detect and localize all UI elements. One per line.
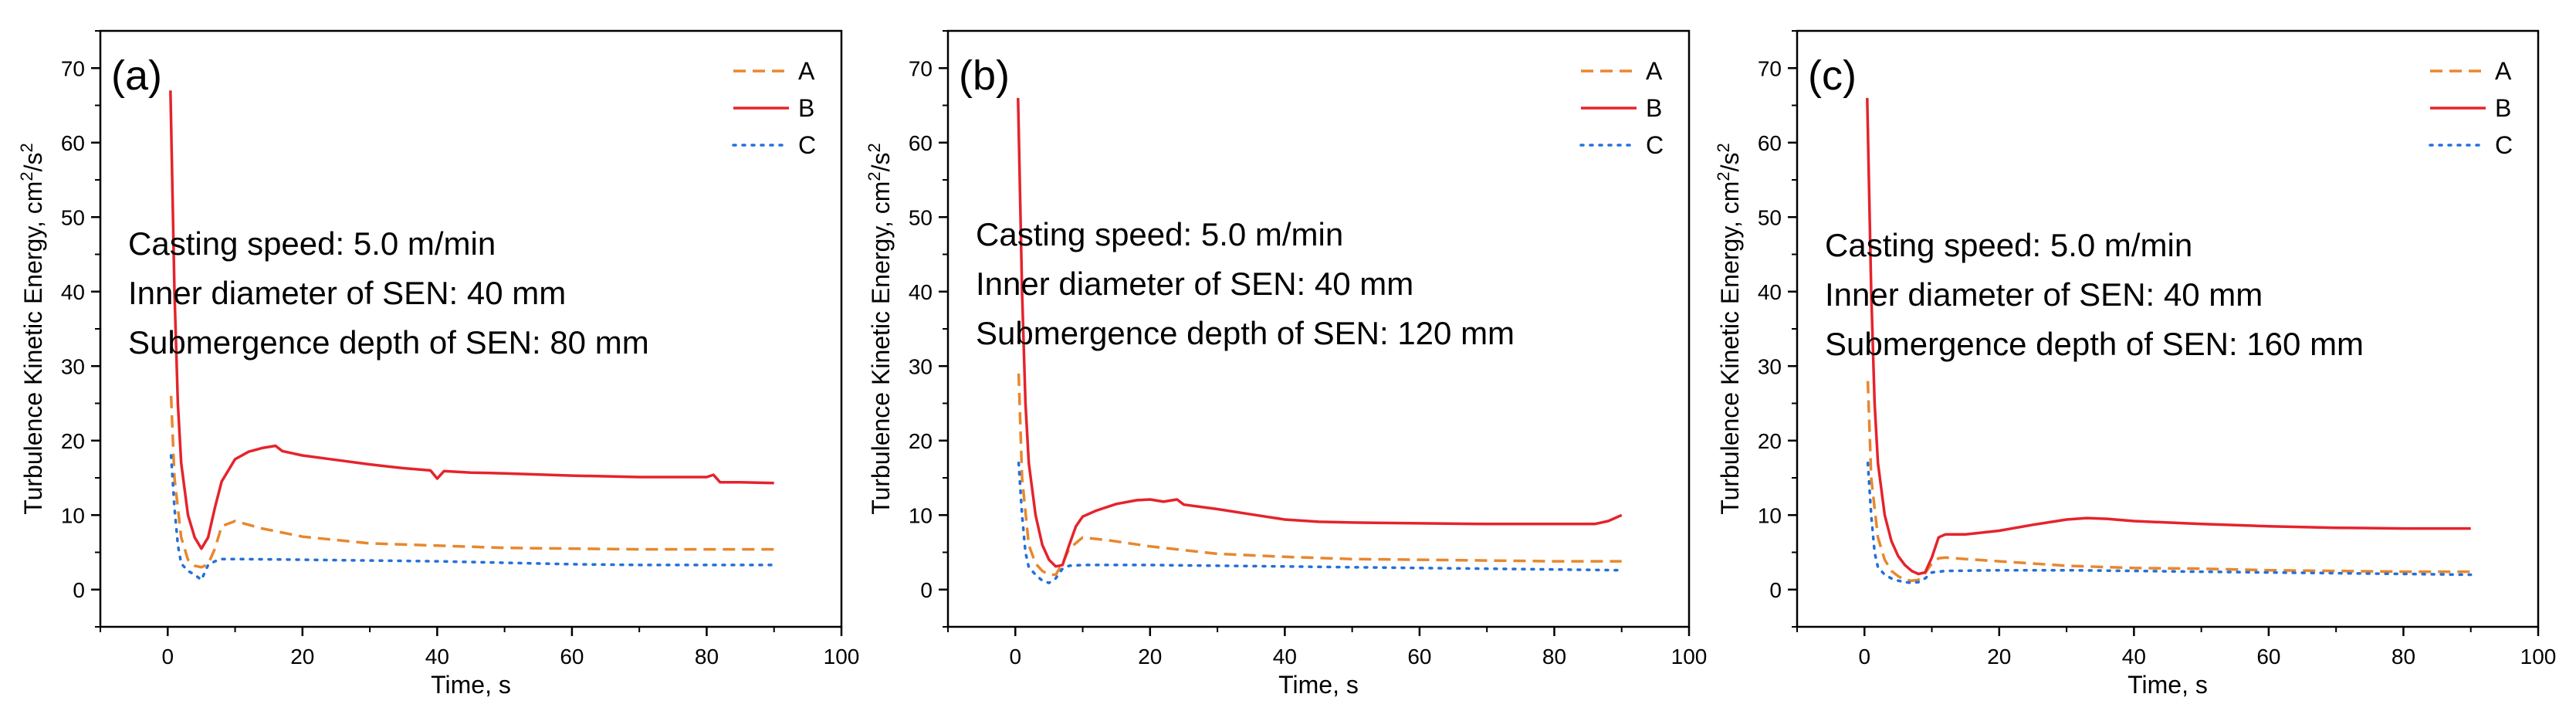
legend-label-b: B	[1646, 94, 1662, 122]
y-tick-label: 60	[61, 131, 85, 155]
x-tick-label: 60	[2256, 645, 2280, 669]
panel-label: (b)	[959, 52, 1010, 99]
y-tick-label: 10	[61, 503, 85, 527]
y-axis-label-superscript: 2	[1714, 143, 1733, 152]
x-tick-label: 40	[2122, 645, 2146, 669]
y-tick-label: 40	[1758, 280, 1782, 304]
annotation-line: Casting speed: 5.0 m/min	[128, 225, 496, 262]
legend-label-a: A	[2495, 57, 2512, 85]
y-axis-label-part: /s	[19, 152, 47, 171]
annotation-line: Inner diameter of SEN: 40 mm	[128, 275, 566, 311]
legend-label-c: C	[1646, 131, 1664, 159]
annotation-line: Submergence depth of SEN: 160 mm	[1825, 326, 2364, 362]
x-tick-label: 40	[425, 645, 449, 669]
y-tick-label: 20	[61, 429, 85, 453]
x-axis-label: Time, s	[2127, 671, 2208, 699]
legend-label-b: B	[798, 94, 814, 122]
y-tick-label: 30	[909, 354, 933, 378]
legend-label-c: C	[2495, 131, 2513, 159]
y-tick-label: 0	[1769, 578, 1782, 602]
panel-label: (a)	[111, 52, 162, 99]
legend-label-a: A	[798, 57, 815, 85]
y-tick-label: 20	[1758, 429, 1782, 453]
y-tick-label: 0	[920, 578, 933, 602]
chart-panel-1: 0 20 40 60 80 100 0 10 20 30 40 50 60 70 Time, s Turbul…	[17, 29, 860, 699]
y-tick-label: 70	[1758, 56, 1782, 80]
y-axis-label: Turbulence Kinetic Energy, cm2/s2	[865, 143, 895, 515]
legend-label-c: C	[798, 131, 816, 159]
x-tick-label: 20	[290, 645, 314, 669]
annotation-line: Casting speed: 5.0 m/min	[1825, 227, 2192, 263]
y-tick-label: 60	[909, 131, 933, 155]
annotation-line: Inner diameter of SEN: 40 mm	[1825, 276, 2263, 313]
chart-panel-3: 0 20 40 60 80 100 0 10 20 30 40 50 60 70 Time, s Turbul…	[1714, 29, 2557, 699]
y-tick-label: 0	[73, 578, 85, 602]
x-axis-label: Time, s	[1278, 671, 1359, 699]
x-tick-label: 20	[1138, 645, 1162, 669]
y-tick-label: 20	[909, 429, 933, 453]
series-line-b	[1866, 97, 2471, 576]
annotation-line: Inner diameter of SEN: 40 mm	[976, 266, 1413, 302]
y-tick-label: 50	[61, 205, 85, 229]
x-tick-label: 80	[1542, 645, 1566, 669]
y-axis-label-superscript: 2	[1714, 171, 1733, 181]
legend-label-a: A	[1646, 57, 1663, 85]
y-axis-label-superscript: 2	[17, 171, 36, 181]
series-line-a	[1017, 373, 1622, 577]
x-tick-label: 60	[1407, 645, 1431, 669]
chart-panel-2: 0 20 40 60 80 100 0 10 20 30 40 50 60 70 Time, s Turbul…	[865, 29, 1708, 699]
series-line-a	[1866, 381, 2471, 582]
y-tick-label: 30	[1758, 354, 1782, 378]
y-axis-label-superscript: 2	[17, 143, 36, 152]
x-tick-label: 0	[1009, 645, 1021, 669]
x-tick-label: 100	[1671, 645, 1708, 669]
x-tick-label: 80	[2392, 645, 2415, 669]
y-tick-label: 60	[1758, 131, 1782, 155]
y-tick-label: 70	[909, 56, 933, 80]
y-tick-label: 70	[61, 56, 85, 80]
x-axis-label: Time, s	[431, 671, 511, 699]
series-line-c	[169, 454, 776, 581]
series-line-c	[1017, 461, 1623, 584]
series-line-b	[169, 90, 774, 550]
panel-label: (c)	[1808, 52, 1857, 99]
y-tick-label: 10	[1758, 503, 1782, 527]
y-tick-label: 50	[1758, 205, 1782, 229]
series-line-a	[169, 395, 774, 569]
x-tick-label: 0	[1858, 645, 1870, 669]
series-line-b	[1017, 97, 1623, 568]
x-tick-label: 80	[695, 645, 719, 669]
y-axis-label: Turbulence Kinetic Energy, cm2/s2	[17, 143, 47, 515]
y-axis-label-part: /s	[1716, 152, 1744, 171]
x-tick-label: 60	[560, 645, 584, 669]
x-tick-label: 100	[824, 645, 860, 669]
y-tick-label: 10	[909, 503, 933, 527]
y-axis-label-part: Turbulence Kinetic Energy, cm	[867, 181, 895, 515]
series-line-c	[1866, 461, 2473, 584]
y-tick-label: 40	[909, 280, 933, 304]
x-tick-label: 40	[1273, 645, 1297, 669]
y-axis-label-part: Turbulence Kinetic Energy, cm	[19, 181, 47, 515]
y-tick-label: 40	[61, 280, 85, 304]
y-tick-label: 50	[909, 205, 933, 229]
legend-label-b: B	[2495, 94, 2511, 122]
annotation-line: Submergence depth of SEN: 120 mm	[976, 315, 1515, 351]
y-axis-label: Turbulence Kinetic Energy, cm2/s2	[1714, 143, 1744, 515]
y-axis-label-superscript: 2	[865, 171, 884, 181]
x-tick-label: 20	[1987, 645, 2011, 669]
x-tick-label: 100	[2520, 645, 2557, 669]
y-axis-label-part: Turbulence Kinetic Energy, cm	[1716, 181, 1744, 515]
y-tick-label: 30	[61, 354, 85, 378]
y-axis-label-superscript: 2	[865, 143, 884, 152]
x-tick-label: 0	[161, 645, 174, 669]
y-axis-label-part: /s	[867, 152, 895, 171]
annotation-line: Casting speed: 5.0 m/min	[976, 216, 1343, 252]
annotation-line: Submergence depth of SEN: 80 mm	[128, 324, 649, 360]
